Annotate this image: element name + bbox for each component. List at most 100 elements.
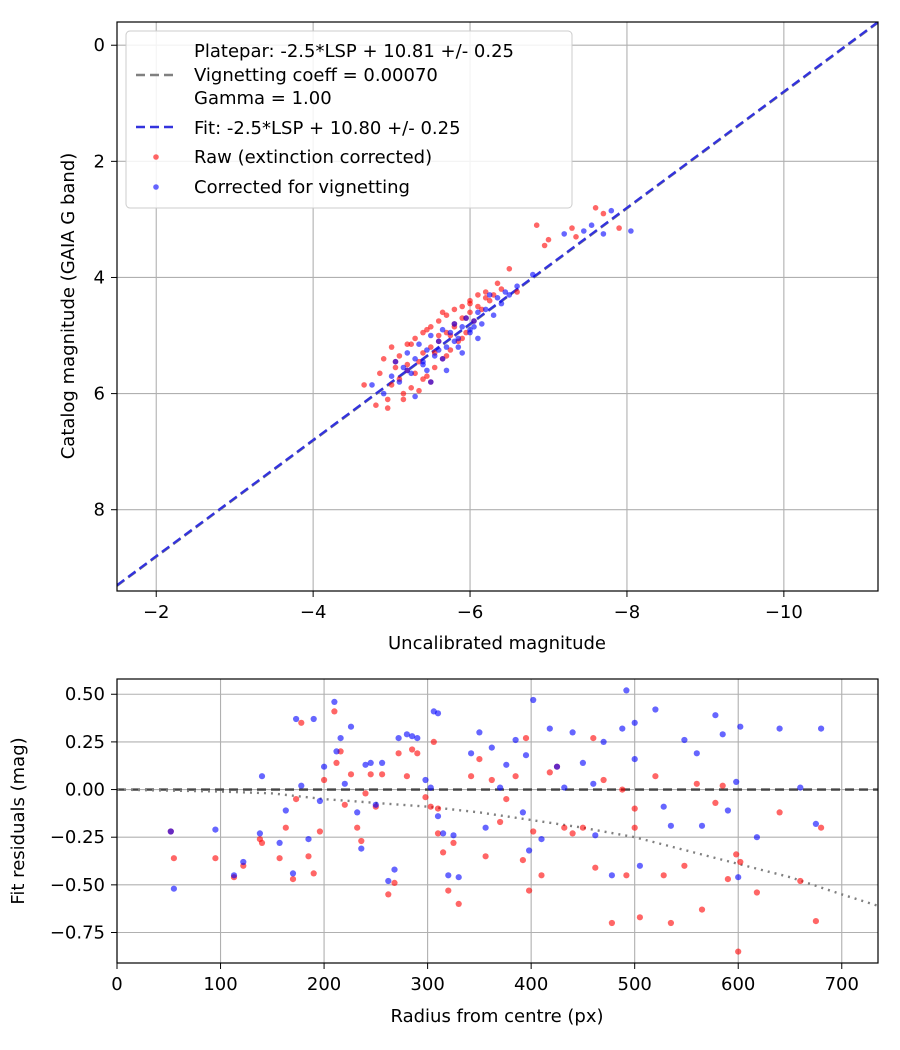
legend-entry-gamma: Gamma = 1.00: [194, 88, 332, 109]
corrected-point: [494, 295, 501, 301]
legend-corrected-marker: [153, 184, 159, 190]
legend-entry-vignetting: Vignetting coeff = 0.00070: [194, 65, 438, 86]
corrected-point: [486, 292, 493, 298]
y-tick-label: −0.50: [50, 875, 105, 896]
corrected-point: [490, 312, 497, 319]
corrected-point: [240, 858, 247, 866]
top-y-axis-label: Catalog magnitude (GAIA G band): [58, 153, 79, 460]
corrected-point: [693, 750, 700, 757]
x-tick-label: 200: [307, 974, 341, 995]
raw-point: [592, 205, 599, 211]
corrected-point: [797, 784, 804, 791]
raw-point: [482, 295, 489, 301]
corrected-point: [519, 809, 527, 816]
corrected-point: [409, 733, 416, 740]
y-tick-label: 0.25: [65, 732, 105, 753]
raw-point: [590, 735, 597, 742]
y-tick-label: −0.75: [50, 923, 105, 944]
x-tick-label: 600: [721, 974, 755, 995]
corrected-point: [379, 759, 386, 767]
legend-entry-fit: Fit: -2.5*LSP + 10.80 +/- 0.25: [194, 118, 461, 139]
corrected-point: [422, 776, 429, 784]
corrected-point: [502, 289, 509, 295]
raw-point: [392, 364, 399, 371]
raw-point: [712, 799, 719, 807]
raw-point: [424, 326, 430, 333]
y-tick-label: 8: [94, 500, 105, 521]
corrected-point: [530, 696, 537, 704]
x-tick-label: 0: [111, 974, 122, 995]
corrected-point: [385, 877, 392, 885]
raw-point: [693, 780, 700, 787]
corrected-point: [276, 839, 283, 847]
raw-point: [623, 872, 630, 879]
corrected-point: [321, 763, 328, 770]
corrected-point: [337, 735, 344, 742]
corrected-point: [522, 752, 530, 759]
raw-point: [341, 801, 348, 808]
corrected-point: [698, 822, 706, 829]
corrected-point: [451, 338, 458, 345]
corrected-point: [667, 822, 675, 829]
corrected-point: [316, 797, 323, 805]
raw-point: [498, 286, 505, 292]
corrected-point: [434, 813, 442, 820]
raw-point: [293, 796, 300, 803]
corrected-point: [497, 784, 504, 791]
corrected-point: [256, 830, 263, 837]
raw-point: [475, 303, 481, 310]
corrected-point: [451, 321, 458, 327]
raw-point: [681, 862, 688, 869]
corrected-point: [459, 324, 466, 330]
raw-point: [459, 335, 466, 342]
bottom-axes-frame: [116, 678, 879, 964]
y-tick-label: 0: [94, 35, 105, 56]
corrected-point: [498, 300, 505, 307]
corrected-point: [230, 872, 238, 879]
corrected-point: [592, 832, 599, 839]
corrected-point: [212, 826, 219, 833]
corrected-point: [424, 367, 430, 374]
bottom-y-axis-label: Fit residuals (mag): [8, 737, 29, 904]
corrected-point: [475, 309, 481, 316]
raw-point: [660, 872, 667, 879]
corrected-point: [424, 347, 430, 353]
corrected-point: [341, 780, 348, 787]
raw-point: [431, 364, 438, 371]
x-tick-label: 400: [514, 974, 548, 995]
corrected-point: [388, 373, 395, 380]
raw-point: [354, 824, 361, 831]
raw-point: [388, 382, 395, 388]
corrected-point: [305, 836, 312, 843]
corrected-point: [416, 341, 422, 348]
corrected-point: [608, 207, 615, 214]
corrected-point: [482, 306, 489, 313]
corrected-point: [447, 329, 454, 336]
corrected-point: [619, 725, 626, 732]
raw-point: [519, 857, 527, 864]
raw-point: [486, 297, 493, 304]
raw-point: [530, 828, 537, 835]
corrected-point: [608, 872, 616, 879]
corrected-point: [588, 222, 595, 228]
residuals-panel: 0 100 200 300 400 500 600 700 0.50 0.25 0.00 −0.25 −…: [8, 678, 879, 1027]
corrected-point: [408, 370, 415, 377]
raw-point: [276, 855, 283, 862]
corrected-point: [310, 715, 317, 723]
raw-point: [395, 750, 402, 757]
bottom-tick-labels: 0 100 200 300 400 500 600 700 0.50 0.25 0.00 −0.25 −…: [50, 684, 859, 995]
corrected-point: [380, 390, 387, 397]
corrected-point: [455, 335, 462, 342]
corrected-point: [719, 731, 726, 738]
x-tick-label: 100: [203, 974, 237, 995]
raw-point: [450, 839, 457, 847]
raw-point: [428, 344, 434, 350]
raw-point: [367, 771, 374, 778]
corrected-point: [512, 736, 519, 744]
corrected-point: [440, 830, 447, 837]
corrected-point: [369, 382, 375, 388]
raw-point: [600, 210, 607, 217]
raw-point: [455, 900, 462, 908]
raw-point: [522, 735, 530, 742]
x-tick-label: −2: [143, 602, 170, 623]
